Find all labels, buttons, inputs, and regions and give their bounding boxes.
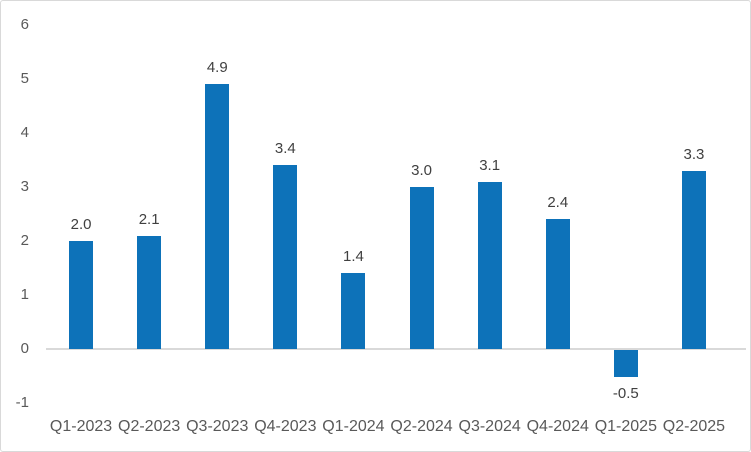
x-axis-tick-label: Q4-2024 [526, 418, 589, 435]
bar-q3-2023 [205, 84, 230, 349]
x-axis-tick-label: Q3-2024 [458, 418, 521, 435]
bar-q4-2023 [273, 165, 298, 349]
data-label: 3.3 [683, 145, 705, 163]
data-label: 2.4 [547, 194, 569, 212]
bar-q2-2025 [681, 170, 706, 349]
data-label: -0.5 [612, 385, 639, 402]
data-label: 3.4 [274, 140, 296, 158]
y-axis-tick-label: 5 [20, 70, 29, 87]
y-axis-tick-label: 3 [20, 178, 29, 195]
x-axis-tick-label: Q2-2025 [662, 418, 726, 435]
x-axis-tick-label: Q1-2023 [49, 418, 113, 435]
x-axis-tick-label: Q2-2024 [390, 418, 453, 435]
y-axis-tick-label: 1 [20, 286, 29, 303]
y-axis-tick-label: 0 [20, 340, 29, 357]
bar-q4-2024 [545, 219, 570, 349]
data-label: 3.1 [479, 156, 501, 174]
x-axis-tick-label: Q1-2024 [322, 418, 385, 435]
y-axis-tick-label: 2 [20, 232, 29, 249]
x-axis-tick-label: Q3-2023 [186, 418, 249, 435]
x-axis-line [46, 348, 746, 350]
bar-q1-2023 [69, 241, 94, 349]
data-label: 1.4 [343, 248, 364, 266]
bar-q2-2024 [409, 187, 434, 349]
bar-q1-2025 [613, 350, 638, 377]
y-axis-tick-label: 6 [20, 16, 29, 33]
data-label: 4.9 [206, 59, 228, 77]
data-label: 3.0 [411, 162, 432, 179]
x-axis-tick-label: Q4-2023 [254, 418, 317, 435]
bar-q3-2024 [477, 181, 502, 349]
x-axis-tick-label: Q2-2023 [118, 418, 181, 435]
bar-q2-2023 [137, 235, 162, 349]
data-label: 2.1 [138, 210, 160, 228]
y-axis-tick-label: 4 [20, 124, 29, 141]
data-label: 2.0 [70, 216, 92, 233]
bar-q1-2024 [341, 273, 366, 349]
x-axis-tick-label: Q1-2025 [594, 418, 657, 435]
y-axis-tick-label: -1 [15, 394, 29, 411]
